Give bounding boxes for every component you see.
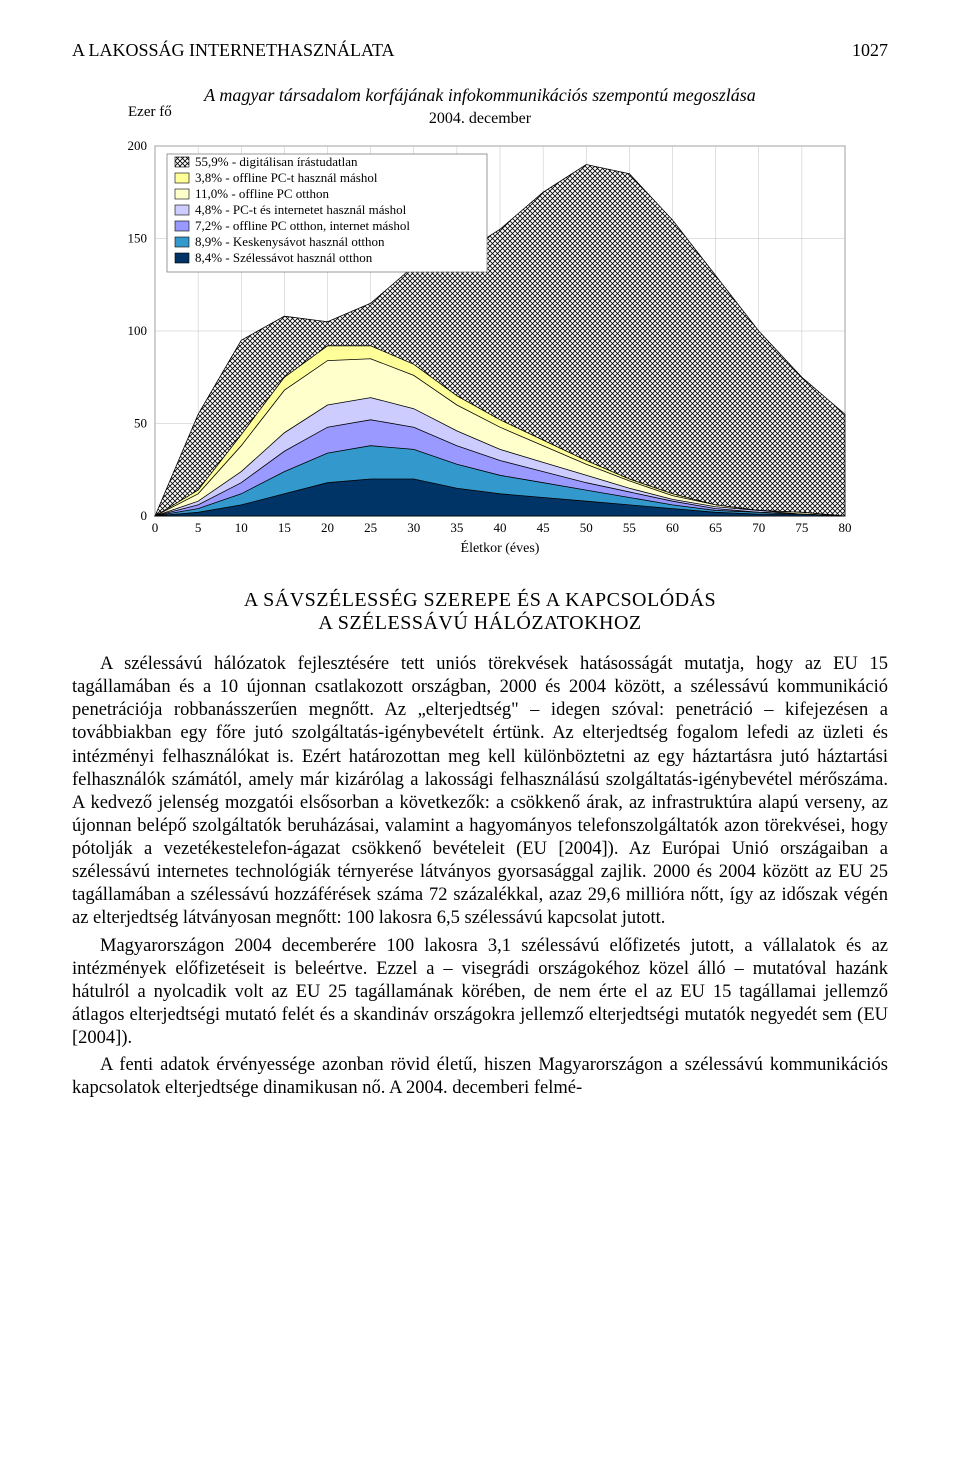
svg-text:4,8% - PC-t és internetet hasz: 4,8% - PC-t és internetet használ máshol [195, 202, 407, 217]
chart-svg: 0 50 100 150 200 0 5 10 15 20 25 30 35 40 45 50 55 60 65 70… [100, 136, 860, 556]
svg-text:5: 5 [195, 520, 202, 535]
svg-text:20: 20 [321, 520, 334, 535]
svg-text:0: 0 [141, 508, 148, 523]
paragraph-1: A szélessávú hálózatok fejlesztésére tet… [72, 653, 888, 931]
section-title-line2: A SZÉLESSÁVÚ HÁLÓZATOKHOZ [318, 612, 641, 634]
svg-text:0: 0 [152, 520, 159, 535]
paragraph-2: Magyarországon 2004 decemberére 100 lako… [72, 935, 888, 1051]
svg-text:200: 200 [128, 138, 148, 153]
svg-text:15: 15 [278, 520, 291, 535]
svg-text:45: 45 [537, 520, 550, 535]
page: A LAKOSSÁG INTERNETHASZNÁLATA 1027 A mag… [0, 0, 960, 1144]
y-axis-label: Ezer fő [128, 104, 172, 121]
svg-text:30: 30 [407, 520, 420, 535]
svg-text:35: 35 [450, 520, 463, 535]
chart-title: A magyar társadalom korfájának infokommu… [72, 85, 888, 106]
section-title-line1: A SÁVSZÉLESSÉG SZEREPE ÉS A KAPCSOLÓDÁS [244, 589, 716, 611]
section-title: A SÁVSZÉLESSÉG SZEREPE ÉS A KAPCSOLÓDÁS … [72, 589, 888, 635]
svg-text:100: 100 [128, 323, 148, 338]
svg-text:8,4% - Szélessávot használ ott: 8,4% - Szélessávot használ otthon [195, 250, 373, 265]
svg-text:80: 80 [839, 520, 852, 535]
chart-subtitle: 2004. december [100, 110, 860, 128]
svg-text:150: 150 [128, 231, 148, 246]
svg-text:60: 60 [666, 520, 679, 535]
svg-text:70: 70 [752, 520, 765, 535]
svg-text:55,9% - digitálisan írástudatl: 55,9% - digitálisan írástudatlan [195, 154, 358, 169]
svg-text:8,9% - Keskenysávot használ ot: 8,9% - Keskenysávot használ otthon [195, 234, 385, 249]
svg-text:10: 10 [235, 520, 248, 535]
svg-text:11,0% - offline PC otthon: 11,0% - offline PC otthon [195, 186, 329, 201]
header-left: A LAKOSSÁG INTERNETHASZNÁLATA [72, 40, 395, 61]
svg-text:55: 55 [623, 520, 636, 535]
svg-text:3,8% - offline PC-t használ má: 3,8% - offline PC-t használ máshol [195, 170, 378, 185]
svg-text:65: 65 [709, 520, 722, 535]
running-header: A LAKOSSÁG INTERNETHASZNÁLATA 1027 [72, 40, 888, 61]
page-number: 1027 [852, 40, 888, 61]
svg-text:50: 50 [580, 520, 593, 535]
svg-text:25: 25 [364, 520, 377, 535]
svg-text:Életkor (éves): Életkor (éves) [461, 539, 540, 556]
area-chart: Ezer fő 2004. december 05010015020005101… [100, 110, 860, 561]
svg-text:50: 50 [134, 416, 147, 431]
paragraph-3: A fenti adatok érvényessége azonban rövi… [72, 1054, 888, 1100]
svg-text:40: 40 [494, 520, 507, 535]
svg-text:75: 75 [795, 520, 808, 535]
svg-text:7,2% - offline PC otthon, inte: 7,2% - offline PC otthon, internet másho… [195, 218, 410, 233]
